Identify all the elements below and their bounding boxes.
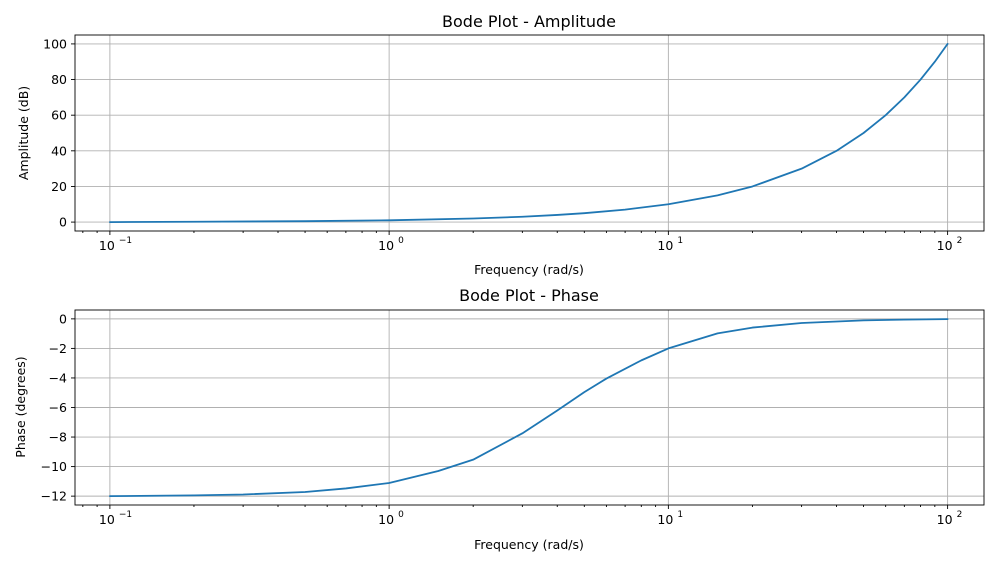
- amplitude-x-axis-label: Frequency (rad/s): [474, 262, 584, 277]
- phase-y-tick-label: −2: [49, 341, 67, 356]
- amplitude-y-tick-label: 80: [51, 72, 67, 87]
- amplitude-x-tick-label: 10: [657, 238, 673, 253]
- amplitude-chart-title: Bode Plot - Amplitude: [442, 12, 616, 31]
- phase-y-tick-label: −8: [49, 430, 67, 445]
- phase-y-axis-label: Phase (degrees): [13, 356, 28, 457]
- phase-x-tick-label: 10: [99, 512, 115, 527]
- phase-series-line: [108, 318, 949, 498]
- phase-x-tick-exponent: 2: [957, 510, 963, 520]
- phase-plot-area: 10 −1 10 0 10 1 10 2 0 −2 −4 −6 −8 −10 −12: [41, 309, 985, 527]
- phase-x-tick-label: 10: [378, 512, 394, 527]
- amplitude-axes-frame: [74, 34, 985, 232]
- amplitude-series-line: [108, 43, 949, 223]
- phase-x-tick-label: 10: [657, 512, 673, 527]
- phase-y-tick-label: −10: [41, 459, 67, 474]
- amplitude-panel: Bode Plot - Amplitude Frequency (rad/s) …: [16, 12, 985, 277]
- amplitude-y-tick-label: 40: [51, 143, 67, 158]
- phase-panel: Bode Plot - Phase Frequency (rad/s) Phas…: [13, 286, 985, 552]
- phase-x-tick-exponent: −1: [119, 510, 132, 520]
- amplitude-y-tick-label: 0: [59, 215, 67, 230]
- amplitude-y-tick-label: 100: [43, 36, 67, 51]
- amplitude-x-tick-exponent: −1: [119, 236, 132, 246]
- phase-y-tick-label: −6: [49, 400, 67, 415]
- amplitude-y-axis-label: Amplitude (dB): [16, 86, 31, 180]
- amplitude-x-tick-exponent: 1: [677, 236, 683, 246]
- phase-y-tick-label: 0: [59, 311, 67, 326]
- amplitude-x-tick-label: 10: [937, 238, 953, 253]
- amplitude-x-tick-label: 10: [378, 238, 394, 253]
- phase-x-axis-label: Frequency (rad/s): [474, 537, 584, 552]
- amplitude-x-tick-exponent: 0: [398, 236, 404, 246]
- phase-x-tick-exponent: 1: [677, 510, 683, 520]
- amplitude-x-tick-label: 10: [99, 238, 115, 253]
- amplitude-x-tick-exponent: 2: [957, 236, 963, 246]
- phase-y-tick-label: −4: [49, 370, 67, 385]
- phase-axes-frame: [74, 309, 985, 506]
- phase-x-tick-exponent: 0: [398, 510, 404, 520]
- phase-chart-title: Bode Plot - Phase: [459, 286, 599, 305]
- phase-y-tick-label: −12: [41, 489, 67, 504]
- phase-x-tick-label: 10: [937, 512, 953, 527]
- amplitude-y-tick-label: 20: [51, 179, 67, 194]
- amplitude-y-tick-label: 60: [51, 108, 67, 123]
